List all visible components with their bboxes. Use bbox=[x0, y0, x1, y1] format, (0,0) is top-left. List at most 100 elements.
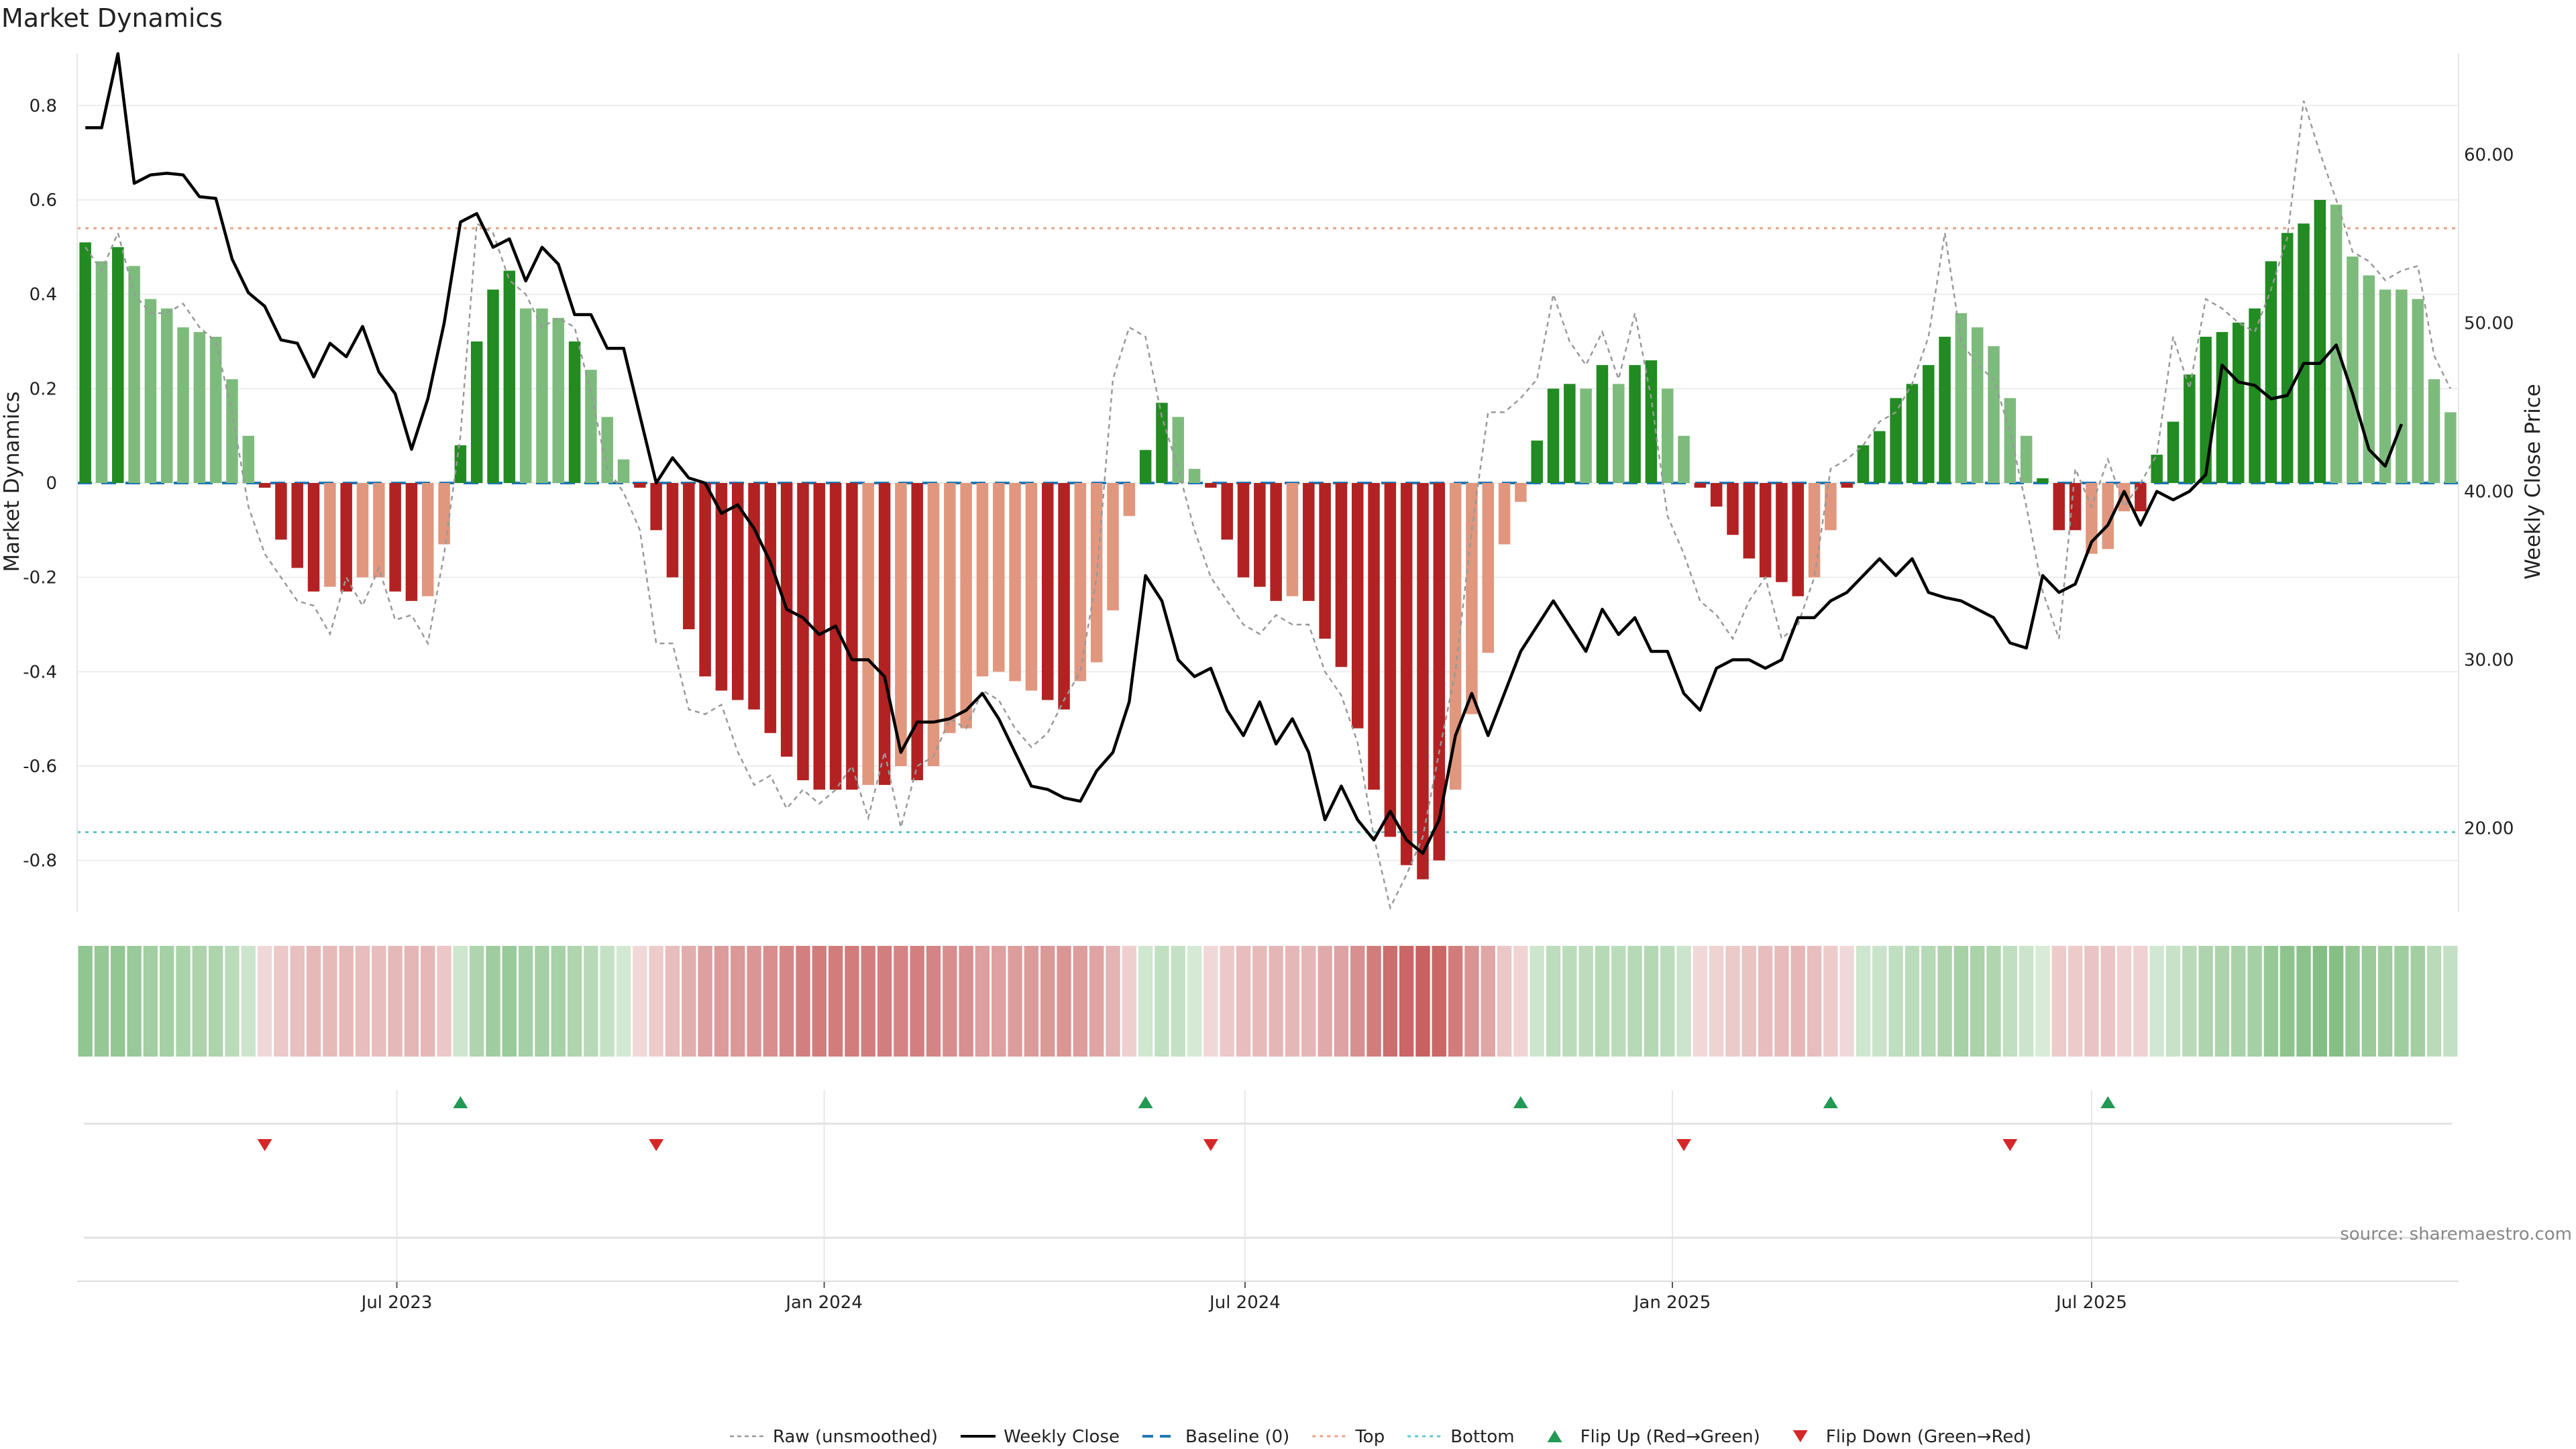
bar bbox=[1254, 483, 1266, 587]
legend-item: Weekly Close bbox=[961, 1427, 1120, 1447]
heat-cell bbox=[1138, 946, 1153, 1057]
bar bbox=[1841, 483, 1853, 488]
bar bbox=[1890, 398, 1902, 483]
heat-cell bbox=[861, 946, 875, 1057]
heat-cell bbox=[274, 946, 288, 1057]
y-tick-label: -0.2 bbox=[23, 568, 57, 588]
bar bbox=[1286, 483, 1299, 596]
bar bbox=[1727, 483, 1739, 535]
weekly-close-line bbox=[85, 52, 2403, 855]
legend-label: Baseline (0) bbox=[1185, 1427, 1289, 1447]
bar bbox=[1710, 483, 1723, 507]
flip-up-marker bbox=[453, 1096, 468, 1108]
bar bbox=[1123, 483, 1136, 517]
heat-cell bbox=[1106, 946, 1120, 1057]
heat-cell bbox=[1839, 946, 1854, 1057]
heat-cell bbox=[1953, 946, 1969, 1057]
bar bbox=[1939, 336, 1951, 483]
heat-cell bbox=[486, 946, 500, 1057]
bar bbox=[1857, 445, 1870, 483]
bar bbox=[226, 379, 238, 483]
bar bbox=[585, 370, 597, 483]
bar bbox=[813, 483, 826, 790]
heat-cell bbox=[1627, 946, 1642, 1057]
bar bbox=[79, 242, 91, 483]
bar bbox=[2004, 398, 2017, 483]
bar bbox=[650, 483, 662, 531]
heat-cell bbox=[1660, 946, 1675, 1057]
bar bbox=[960, 483, 972, 729]
heat-cell bbox=[633, 946, 647, 1057]
bar bbox=[2281, 233, 2294, 483]
heat-cell bbox=[2426, 946, 2442, 1057]
bar bbox=[683, 483, 695, 630]
bar bbox=[519, 308, 532, 483]
source-note: source: sharemaestro.com bbox=[2340, 1224, 2572, 1244]
flip-down-marker bbox=[1676, 1139, 1692, 1151]
heat-cell bbox=[731, 946, 745, 1057]
bar bbox=[1368, 483, 1380, 790]
heat-cell bbox=[1725, 946, 1740, 1057]
heat-cell bbox=[567, 946, 582, 1057]
bar bbox=[2412, 299, 2424, 483]
bar bbox=[1156, 402, 1168, 483]
bar bbox=[1759, 483, 1772, 578]
heat-cell bbox=[127, 946, 142, 1057]
legend-item: Raw (unsmoothed) bbox=[730, 1427, 938, 1447]
heat-cell bbox=[600, 946, 614, 1057]
heat-cell bbox=[257, 946, 272, 1057]
bar bbox=[275, 483, 287, 540]
heat-cell bbox=[1937, 946, 1952, 1057]
heat-cell bbox=[2002, 946, 2018, 1057]
heat-cell bbox=[1546, 946, 1561, 1057]
bar bbox=[1694, 483, 1707, 488]
heat-cell bbox=[1301, 946, 1316, 1057]
heat-cell bbox=[1448, 946, 1463, 1057]
heat-cell bbox=[2214, 946, 2230, 1057]
heat-cell bbox=[372, 946, 386, 1057]
legend-flip-up-icon bbox=[1547, 1430, 1562, 1442]
heat-cell bbox=[208, 946, 223, 1057]
bar bbox=[1906, 384, 1919, 483]
bar bbox=[993, 483, 1005, 672]
bar bbox=[1792, 483, 1804, 596]
bar bbox=[1384, 483, 1397, 837]
bar bbox=[1498, 483, 1511, 545]
bar bbox=[1580, 388, 1592, 483]
heat-cell bbox=[796, 946, 810, 1057]
heat-cell bbox=[1464, 946, 1479, 1057]
heat-cell bbox=[1155, 946, 1169, 1057]
bar bbox=[1107, 483, 1119, 610]
heat-cell bbox=[812, 946, 827, 1057]
heat-cell bbox=[1562, 946, 1577, 1057]
x-tick-label: Jan 2025 bbox=[1633, 1293, 1711, 1313]
y-tick-label: -0.4 bbox=[23, 662, 57, 682]
heat-cell bbox=[828, 946, 843, 1057]
bar bbox=[1874, 431, 1886, 483]
bar bbox=[2379, 289, 2392, 483]
heat-cell bbox=[2051, 946, 2066, 1057]
bar bbox=[634, 483, 646, 488]
bar bbox=[2151, 454, 2163, 483]
heat-cell bbox=[682, 946, 696, 1057]
heat-cell bbox=[1709, 946, 1724, 1057]
bar bbox=[405, 483, 418, 601]
bar bbox=[715, 483, 728, 691]
bar bbox=[764, 483, 777, 733]
bar bbox=[2053, 483, 2065, 531]
heat-cell bbox=[1921, 946, 1936, 1057]
legend-label: Flip Down (Green→Red) bbox=[1826, 1427, 2031, 1447]
x-tick-label: Jul 2024 bbox=[1208, 1293, 1281, 1313]
heat-cell bbox=[1644, 946, 1659, 1057]
axes: 0.8 0.6 0.4 0.2 0 -0.2 -0.4 -0.6 -0.8 60.00 50.00 4… bbox=[23, 54, 2514, 1313]
bar bbox=[1645, 360, 1658, 483]
bar bbox=[2086, 483, 2098, 554]
bar bbox=[128, 266, 140, 483]
bar bbox=[1482, 483, 1495, 653]
heat-cell bbox=[845, 946, 859, 1057]
heat-cell bbox=[1252, 946, 1267, 1057]
bar bbox=[1515, 483, 1527, 502]
heat-cell bbox=[2377, 946, 2393, 1057]
heat-cell bbox=[388, 946, 402, 1057]
